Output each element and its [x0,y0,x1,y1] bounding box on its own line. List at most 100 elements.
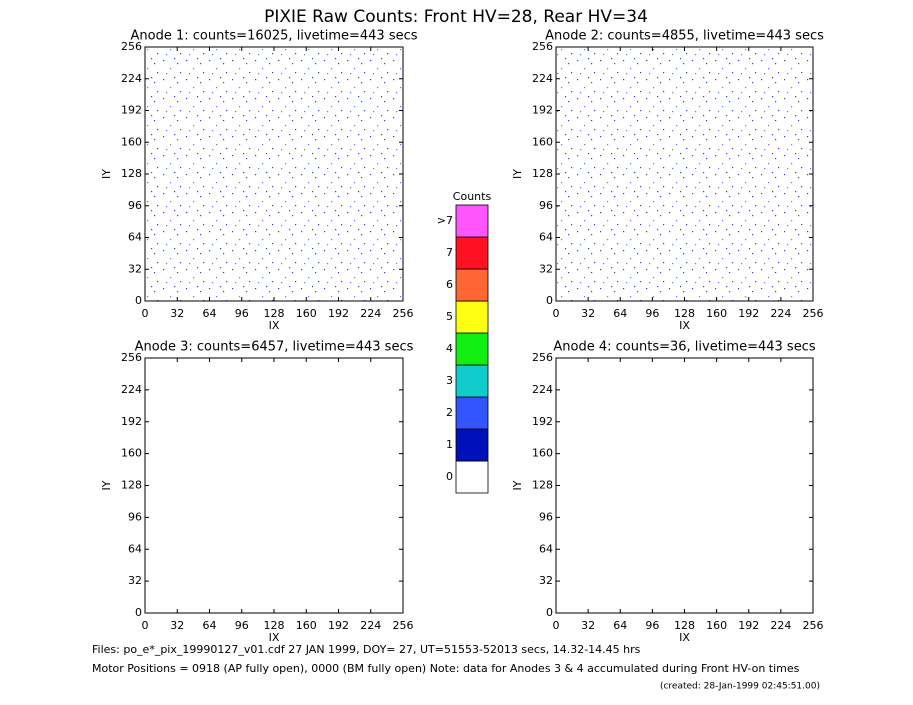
x-tick-label: 224 [360,619,381,632]
y-tick-label: 32 [128,262,142,275]
x-tick-label: 224 [770,619,791,632]
y-tick-label: 128 [121,479,142,492]
footer-motor: Motor Positions = 0918 (AP fully open), … [92,662,800,675]
y-tick-label: 224 [532,72,553,85]
colorbar-swatch [455,332,489,366]
x-tick-label: 96 [235,619,249,632]
colorbar-label: >7 [437,214,453,227]
x-tick-label: 192 [328,307,349,320]
y-tick-label: 0 [546,606,553,619]
x-tick-label: 160 [296,619,317,632]
panel-title: Anode 3: counts=6457, livetime=443 secs [135,340,414,355]
y-axis-label: IY [511,169,524,179]
x-tick-label: 128 [674,619,695,632]
y-tick-label: 160 [121,135,142,148]
count-texture [145,47,403,301]
colorbar-label: 1 [446,438,453,451]
x-tick-label: 64 [203,307,217,320]
y-tick-label: 64 [128,542,142,555]
x-tick-label: 160 [706,619,727,632]
colorbar-title: Counts [453,190,492,203]
x-tick-label: 32 [170,307,184,320]
y-tick-label: 160 [121,447,142,460]
y-tick-label: 256 [121,351,142,364]
y-tick-label: 0 [546,294,553,307]
y-tick-label: 64 [539,231,553,244]
plot-frame [555,357,814,614]
y-tick-label: 224 [532,383,553,396]
panel-title: Anode 4: counts=36, livetime=443 secs [553,340,815,355]
x-tick-label: 96 [235,307,249,320]
y-tick-label: 256 [121,40,142,53]
y-tick-label: 96 [128,510,142,523]
x-tick-label: 0 [553,307,560,320]
colorbar-label: 3 [446,374,453,387]
x-tick-label: 256 [393,619,414,632]
y-axis-label: IY [100,169,113,179]
plot-frame [144,357,404,614]
colorbar-label: 6 [446,278,453,291]
y-tick-label: 96 [539,510,553,523]
y-tick-label: 64 [128,231,142,244]
main-title: PIXIE Raw Counts: Front HV=28, Rear HV=3… [264,7,648,27]
x-tick-label: 32 [581,307,595,320]
x-tick-label: 64 [613,619,627,632]
y-tick-label: 256 [532,40,553,53]
x-tick-label: 192 [328,619,349,632]
y-tick-label: 192 [532,415,553,428]
y-axis-label: IY [100,480,113,490]
x-axis-label: IX [679,319,690,332]
y-tick-label: 32 [128,574,142,587]
y-axis-label: IY [511,480,524,490]
x-axis-label: IX [269,319,280,332]
y-tick-label: 192 [121,104,142,117]
colorbar-swatch [455,396,489,430]
panel-title: Anode 2: counts=4855, livetime=443 secs [545,29,824,44]
y-tick-label: 0 [135,294,142,307]
x-tick-label: 224 [770,307,791,320]
x-tick-label: 64 [203,619,217,632]
y-tick-label: 96 [128,199,142,212]
x-tick-label: 160 [296,307,317,320]
x-axis-label: IX [269,631,280,644]
x-tick-label: 256 [803,307,824,320]
x-tick-label: 128 [264,619,285,632]
y-tick-label: 32 [539,262,553,275]
colorbar-swatch [455,204,489,238]
y-tick-label: 160 [532,447,553,460]
y-tick-label: 128 [532,167,553,180]
x-tick-label: 256 [393,307,414,320]
colorbar-label: 2 [446,406,453,419]
y-tick-label: 192 [121,415,142,428]
x-tick-label: 192 [738,619,759,632]
x-tick-label: 224 [360,307,381,320]
colorbar-swatch [455,460,489,494]
colorbar-swatch [455,300,489,334]
x-tick-label: 96 [645,619,659,632]
colorbar-swatch [455,364,489,398]
y-tick-label: 256 [532,351,553,364]
x-tick-label: 160 [706,307,727,320]
panel-title: Anode 1: counts=16025, livetime=443 secs [130,29,417,44]
count-texture [556,47,813,301]
y-tick-label: 64 [539,542,553,555]
x-tick-label: 32 [581,619,595,632]
colorbar-swatch [455,428,489,462]
x-tick-label: 128 [264,307,285,320]
footer-created: (created: 28-Jan-1999 02:45:51.00) [660,682,820,692]
y-tick-label: 160 [532,135,553,148]
colorbar-label: 5 [446,310,453,323]
colorbar-label: 0 [446,470,453,483]
footer-files: Files: po_e*_pix_19990127_v01.cdf 27 JAN… [92,643,641,656]
x-tick-label: 256 [803,619,824,632]
x-tick-label: 64 [613,307,627,320]
colorbar-label: 4 [446,342,453,355]
colorbar-label: 7 [446,246,453,259]
y-tick-label: 0 [135,606,142,619]
x-tick-label: 0 [553,619,560,632]
colorbar-swatch [455,236,489,270]
y-tick-label: 128 [121,167,142,180]
y-tick-label: 192 [532,104,553,117]
y-tick-label: 128 [532,479,553,492]
